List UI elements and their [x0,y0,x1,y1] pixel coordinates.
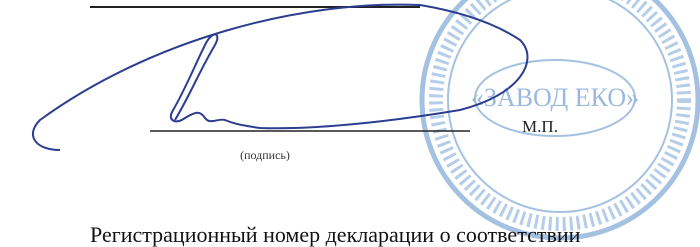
document-fragment: «ЗАВОД ЕКО» (подпись) М.П. Регистрационн… [0,0,700,247]
signature-caption: (подпись) [240,148,290,162]
paper [0,0,700,247]
seal-mark: М.П. [522,117,558,136]
page: «ЗАВОД ЕКО» (подпись) М.П. Регистрационн… [0,0,700,247]
footer-text: Регистрационный номер декларации о соотв… [90,222,581,247]
